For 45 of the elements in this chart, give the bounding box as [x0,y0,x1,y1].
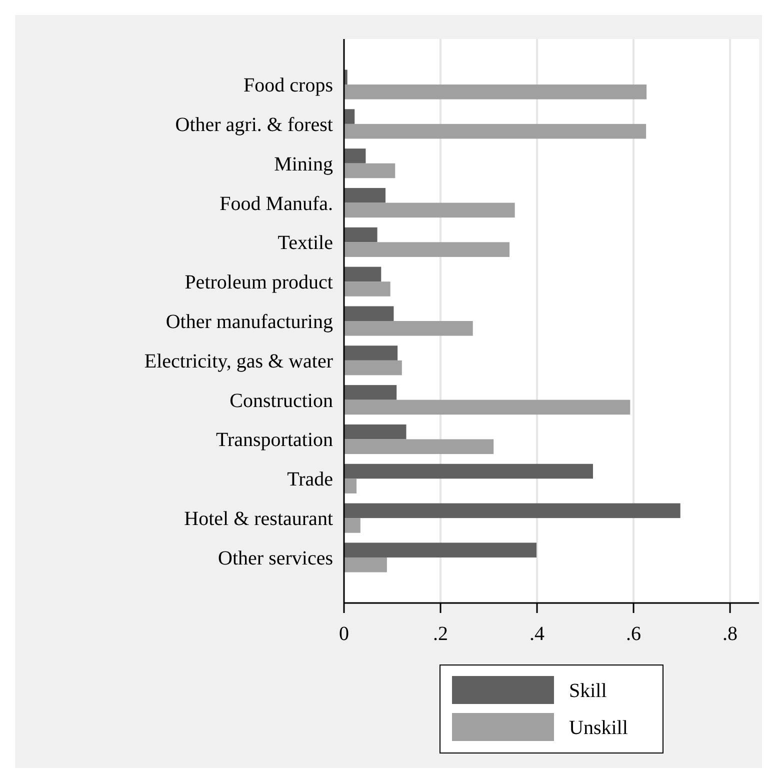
text: Unskill [569,717,628,739]
bar [344,163,396,178]
bar [344,321,473,336]
bar [344,124,646,139]
bar [344,542,537,558]
y-tick-label: Trade [287,468,334,491]
x-tick-label: .4 [530,623,545,645]
bar [344,148,366,164]
bar [344,400,630,415]
text: Skill [569,680,608,702]
bar [344,227,378,242]
bar [344,188,386,203]
y-tick-label: Electricity, gas & water [144,350,334,372]
bar [344,464,593,479]
y-tick-label: Other agri. & forest [175,114,334,136]
y-tick-label: Textile [278,232,334,254]
bar [344,242,510,257]
y-tick-label: Hotel & restaurant [184,508,334,530]
y-tick-label: Petroleum product [184,272,334,294]
bar [344,202,515,218]
bar [344,84,647,100]
bar [344,518,360,533]
bar [344,557,387,572]
y-tick-label: Construction [230,390,333,412]
x-tick-label: .2 [433,623,448,645]
bar [344,266,382,282]
bar [344,478,357,494]
bar [344,385,397,400]
bar [344,282,390,296]
y-tick-label: Mining [274,153,333,176]
y-tick-label: Other services [218,547,334,570]
y-tick-label: Food crops [244,74,334,97]
bar [344,360,402,376]
bar [344,439,494,454]
y-tick-label: Food Manufa. [220,192,333,215]
bar [344,346,398,360]
y-tick-label: Other manufacturing [166,311,333,333]
bar [344,306,394,321]
x-tick-label: .6 [626,623,642,645]
x-tick-label: 0 [339,623,349,645]
x-tick-label: .8 [722,623,738,645]
y-tick-label: Transportation [216,429,333,452]
bar [344,109,355,124]
bar [344,503,680,518]
bar [344,424,406,440]
